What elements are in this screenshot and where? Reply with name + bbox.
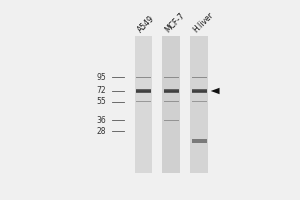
Bar bbox=[163, 36, 180, 173]
Bar bbox=[164, 120, 179, 121]
Bar bbox=[136, 101, 151, 102]
Text: 28: 28 bbox=[97, 127, 106, 136]
Text: 36: 36 bbox=[96, 116, 106, 125]
Text: 72: 72 bbox=[97, 86, 106, 95]
Bar bbox=[191, 91, 207, 92]
Text: A549: A549 bbox=[136, 14, 156, 35]
Bar bbox=[136, 90, 151, 91]
Bar bbox=[164, 92, 179, 93]
Text: H.liver: H.liver bbox=[192, 11, 215, 35]
Bar bbox=[164, 91, 179, 92]
Bar bbox=[191, 90, 207, 91]
Bar bbox=[136, 89, 151, 90]
Bar bbox=[164, 90, 179, 91]
Bar bbox=[190, 36, 208, 173]
Bar bbox=[164, 89, 179, 90]
Bar bbox=[191, 77, 207, 78]
Polygon shape bbox=[211, 88, 220, 94]
Bar bbox=[136, 77, 151, 78]
Bar bbox=[135, 36, 152, 173]
Bar bbox=[136, 92, 151, 93]
Bar bbox=[191, 92, 207, 93]
Text: 55: 55 bbox=[96, 97, 106, 106]
Bar bbox=[136, 91, 151, 92]
Bar bbox=[191, 101, 207, 102]
Bar bbox=[191, 139, 207, 143]
Bar bbox=[164, 101, 179, 102]
Bar bbox=[164, 77, 179, 78]
Text: MCF-7: MCF-7 bbox=[164, 12, 187, 35]
Text: 95: 95 bbox=[96, 73, 106, 82]
Bar bbox=[191, 89, 207, 90]
